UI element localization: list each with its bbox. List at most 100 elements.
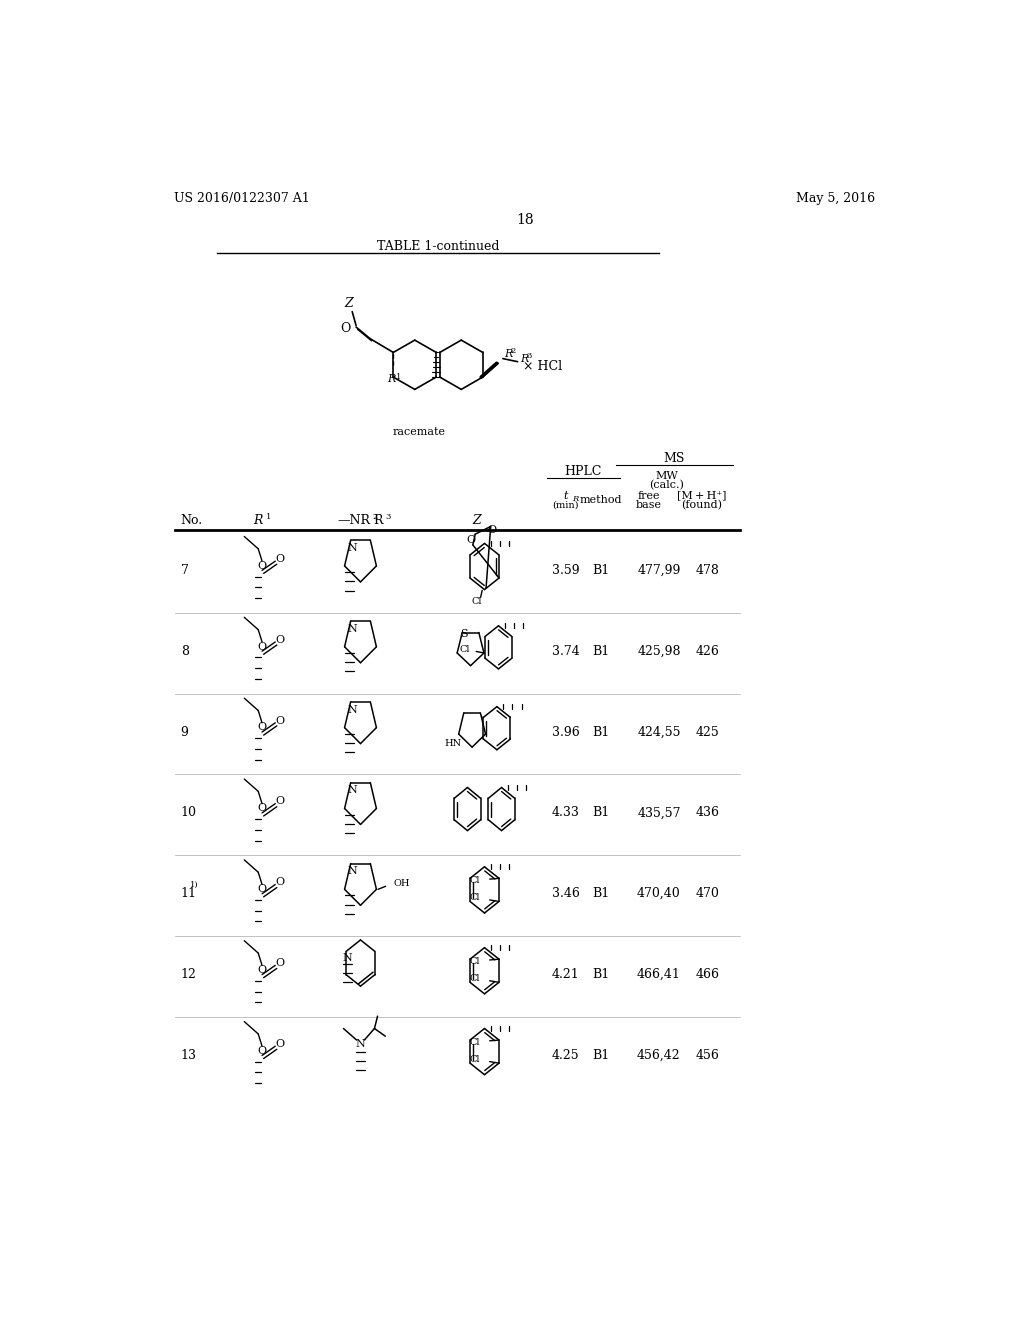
Text: Cl: Cl (471, 598, 482, 606)
Text: B1: B1 (592, 726, 609, 739)
Text: S: S (460, 630, 468, 639)
Text: No.: No. (180, 513, 203, 527)
Text: 8: 8 (180, 644, 188, 657)
Text: 466: 466 (695, 968, 720, 981)
Text: Cl: Cl (469, 974, 479, 983)
Text: t: t (563, 491, 568, 500)
Text: O: O (275, 878, 285, 887)
Text: 470: 470 (695, 887, 720, 900)
Text: MS: MS (664, 453, 685, 465)
Text: 10: 10 (180, 807, 197, 820)
Text: Cl: Cl (469, 876, 479, 886)
Text: 3.46: 3.46 (552, 887, 580, 900)
Text: O: O (275, 715, 285, 726)
Text: O: O (487, 524, 497, 535)
Text: O: O (257, 642, 266, 652)
Text: O: O (257, 804, 266, 813)
Text: R: R (373, 513, 382, 527)
Text: Cl: Cl (469, 894, 479, 902)
Text: 424,55: 424,55 (637, 726, 681, 739)
Text: B1: B1 (592, 807, 609, 820)
Text: 13: 13 (180, 1049, 197, 1063)
Text: 456: 456 (695, 1049, 720, 1063)
Text: Z: Z (472, 513, 481, 527)
Text: May 5, 2016: May 5, 2016 (796, 191, 876, 205)
Text: 4.21: 4.21 (552, 968, 580, 981)
Text: 4.33: 4.33 (552, 807, 580, 820)
Text: 3.96: 3.96 (552, 726, 580, 739)
Text: 3.74: 3.74 (552, 644, 580, 657)
Text: 3: 3 (385, 513, 391, 521)
Text: method: method (580, 495, 622, 506)
Text: R: R (520, 354, 528, 364)
Text: HN: HN (444, 739, 461, 748)
Text: N: N (347, 623, 357, 634)
Text: Z: Z (345, 297, 353, 310)
Text: Cl: Cl (460, 644, 470, 653)
Text: 466,41: 466,41 (637, 968, 681, 981)
Text: 12: 12 (180, 968, 197, 981)
Text: HPLC: HPLC (564, 465, 602, 478)
Text: 478: 478 (695, 564, 720, 577)
Text: free: free (638, 491, 660, 500)
Text: base: base (636, 500, 662, 510)
Text: 3.59: 3.59 (552, 564, 580, 577)
Text: N: N (347, 543, 357, 553)
Text: O: O (257, 561, 266, 570)
Text: N: N (355, 1039, 366, 1049)
Text: (min): (min) (553, 500, 580, 510)
Text: MW: MW (655, 471, 678, 480)
Text: O: O (275, 554, 285, 564)
Text: 425,98: 425,98 (637, 644, 681, 657)
Text: 477,99: 477,99 (637, 564, 681, 577)
Text: B1: B1 (592, 564, 609, 577)
Text: O: O (466, 535, 475, 545)
Text: O: O (257, 722, 266, 733)
Text: O: O (275, 958, 285, 968)
Text: O: O (257, 965, 266, 975)
Text: O: O (275, 1039, 285, 1049)
Text: Cl: Cl (469, 1055, 479, 1064)
Text: racemate: racemate (392, 426, 445, 437)
Text: (calc.): (calc.) (649, 479, 684, 490)
Text: 1: 1 (396, 374, 401, 381)
Text: 426: 426 (695, 644, 720, 657)
Text: 1: 1 (266, 513, 271, 521)
Text: 2: 2 (511, 347, 516, 355)
Text: N: N (347, 705, 357, 714)
Text: N: N (347, 866, 357, 876)
Text: 4.25: 4.25 (552, 1049, 580, 1063)
Text: O: O (275, 796, 285, 807)
Text: [M + H⁺]: [M + H⁺] (677, 491, 726, 500)
Text: B1: B1 (592, 1049, 609, 1063)
Text: O: O (257, 884, 266, 894)
Text: OH: OH (393, 879, 410, 887)
Text: R: R (572, 495, 579, 503)
Text: N: N (343, 953, 352, 962)
Text: 456,42: 456,42 (637, 1049, 681, 1063)
Text: R: R (387, 375, 396, 384)
Text: 11: 11 (180, 887, 197, 900)
Text: 1): 1) (190, 880, 199, 888)
Text: (found): (found) (681, 500, 722, 510)
Text: —NR: —NR (338, 513, 371, 527)
Text: B1: B1 (592, 887, 609, 900)
Text: TABLE 1-continued: TABLE 1-continued (377, 240, 500, 253)
Text: 470,40: 470,40 (637, 887, 681, 900)
Text: O: O (275, 635, 285, 644)
Text: Cl: Cl (469, 1038, 479, 1047)
Text: 7: 7 (180, 564, 188, 577)
Text: N: N (347, 785, 357, 796)
Text: R: R (254, 513, 263, 527)
Text: 3: 3 (526, 352, 531, 360)
Text: B1: B1 (592, 968, 609, 981)
Text: O: O (340, 322, 350, 335)
Text: R: R (505, 348, 513, 359)
Text: 436: 436 (695, 807, 720, 820)
Text: 9: 9 (180, 726, 188, 739)
Text: × HCl: × HCl (523, 360, 562, 372)
Text: 18: 18 (516, 213, 534, 227)
Text: 435,57: 435,57 (637, 807, 681, 820)
Text: O: O (257, 1045, 266, 1056)
Text: B1: B1 (592, 644, 609, 657)
